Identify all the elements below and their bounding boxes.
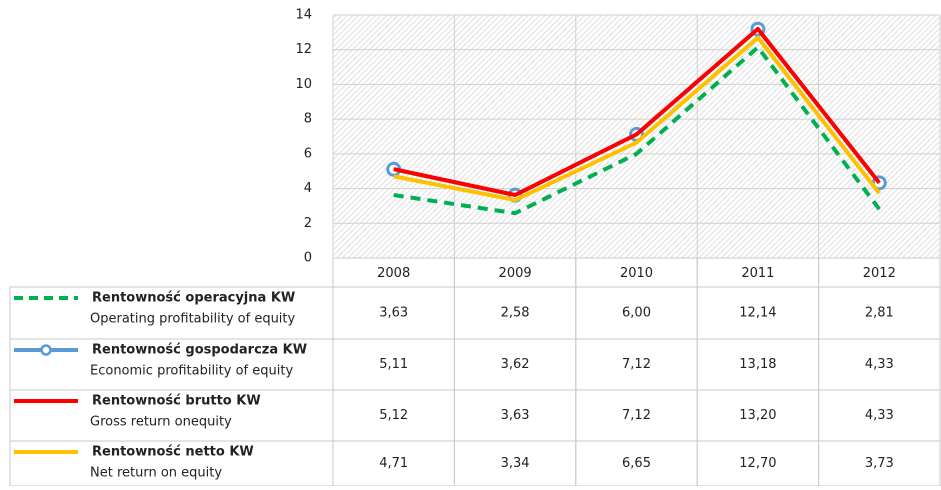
data-label: 6,00 — [622, 306, 651, 321]
legend-description: Net return on equity — [90, 466, 222, 481]
data-label: 4,33 — [865, 408, 894, 423]
y-tick-label: 12 — [295, 42, 312, 57]
data-label: 4,33 — [865, 357, 894, 372]
legend-description: Gross return onequity — [90, 415, 232, 430]
line-series — [393, 35, 881, 203]
legend-label: Rentowność netto KW — [92, 445, 254, 460]
legend-label: Rentowność operacyjna KW — [92, 291, 295, 306]
data-label: 3,34 — [501, 456, 530, 471]
x-tick-label: 2009 — [499, 266, 532, 281]
x-tick-label: 2008 — [377, 266, 410, 281]
data-label: 7,12 — [622, 357, 651, 372]
x-tick-label: 2011 — [741, 266, 774, 281]
legend-label: Rentowność gospodarcza KW — [92, 343, 307, 358]
data-label: 3,62 — [501, 357, 530, 372]
y-tick-label: 0 — [304, 251, 312, 266]
legend-marker — [40, 344, 52, 356]
data-label: 6,65 — [622, 456, 651, 471]
data-label: 5,11 — [379, 357, 408, 372]
data-label: 12,70 — [739, 456, 776, 471]
data-label: 13,18 — [739, 357, 776, 372]
line-series — [393, 26, 881, 197]
legend-description: Economic profitability of equity — [90, 364, 293, 379]
data-label: 12,14 — [739, 306, 776, 321]
data-label: 4,71 — [379, 456, 408, 471]
data-label: 3,73 — [865, 456, 894, 471]
data-label: 3,63 — [379, 306, 408, 321]
data-label: 5,12 — [379, 408, 408, 423]
data-label: 13,20 — [739, 408, 776, 423]
x-tick-label: 2012 — [863, 266, 896, 281]
legend-label: Rentowność brutto KW — [92, 394, 261, 409]
data-label: 3,63 — [501, 408, 530, 423]
y-tick-label: 14 — [295, 8, 312, 23]
y-tick-label: 6 — [304, 146, 312, 161]
line-series — [393, 45, 881, 216]
y-tick-label: 4 — [304, 181, 312, 196]
x-tick-label: 2010 — [620, 266, 653, 281]
legend-description: Operating profitability of equity — [90, 312, 296, 327]
data-label: 2,58 — [501, 306, 530, 321]
data-label: 2,81 — [865, 306, 894, 321]
y-tick-label: 2 — [304, 216, 312, 231]
y-tick-label: 8 — [304, 112, 312, 127]
data-label: 7,12 — [622, 408, 651, 423]
y-tick-label: 10 — [295, 77, 312, 92]
